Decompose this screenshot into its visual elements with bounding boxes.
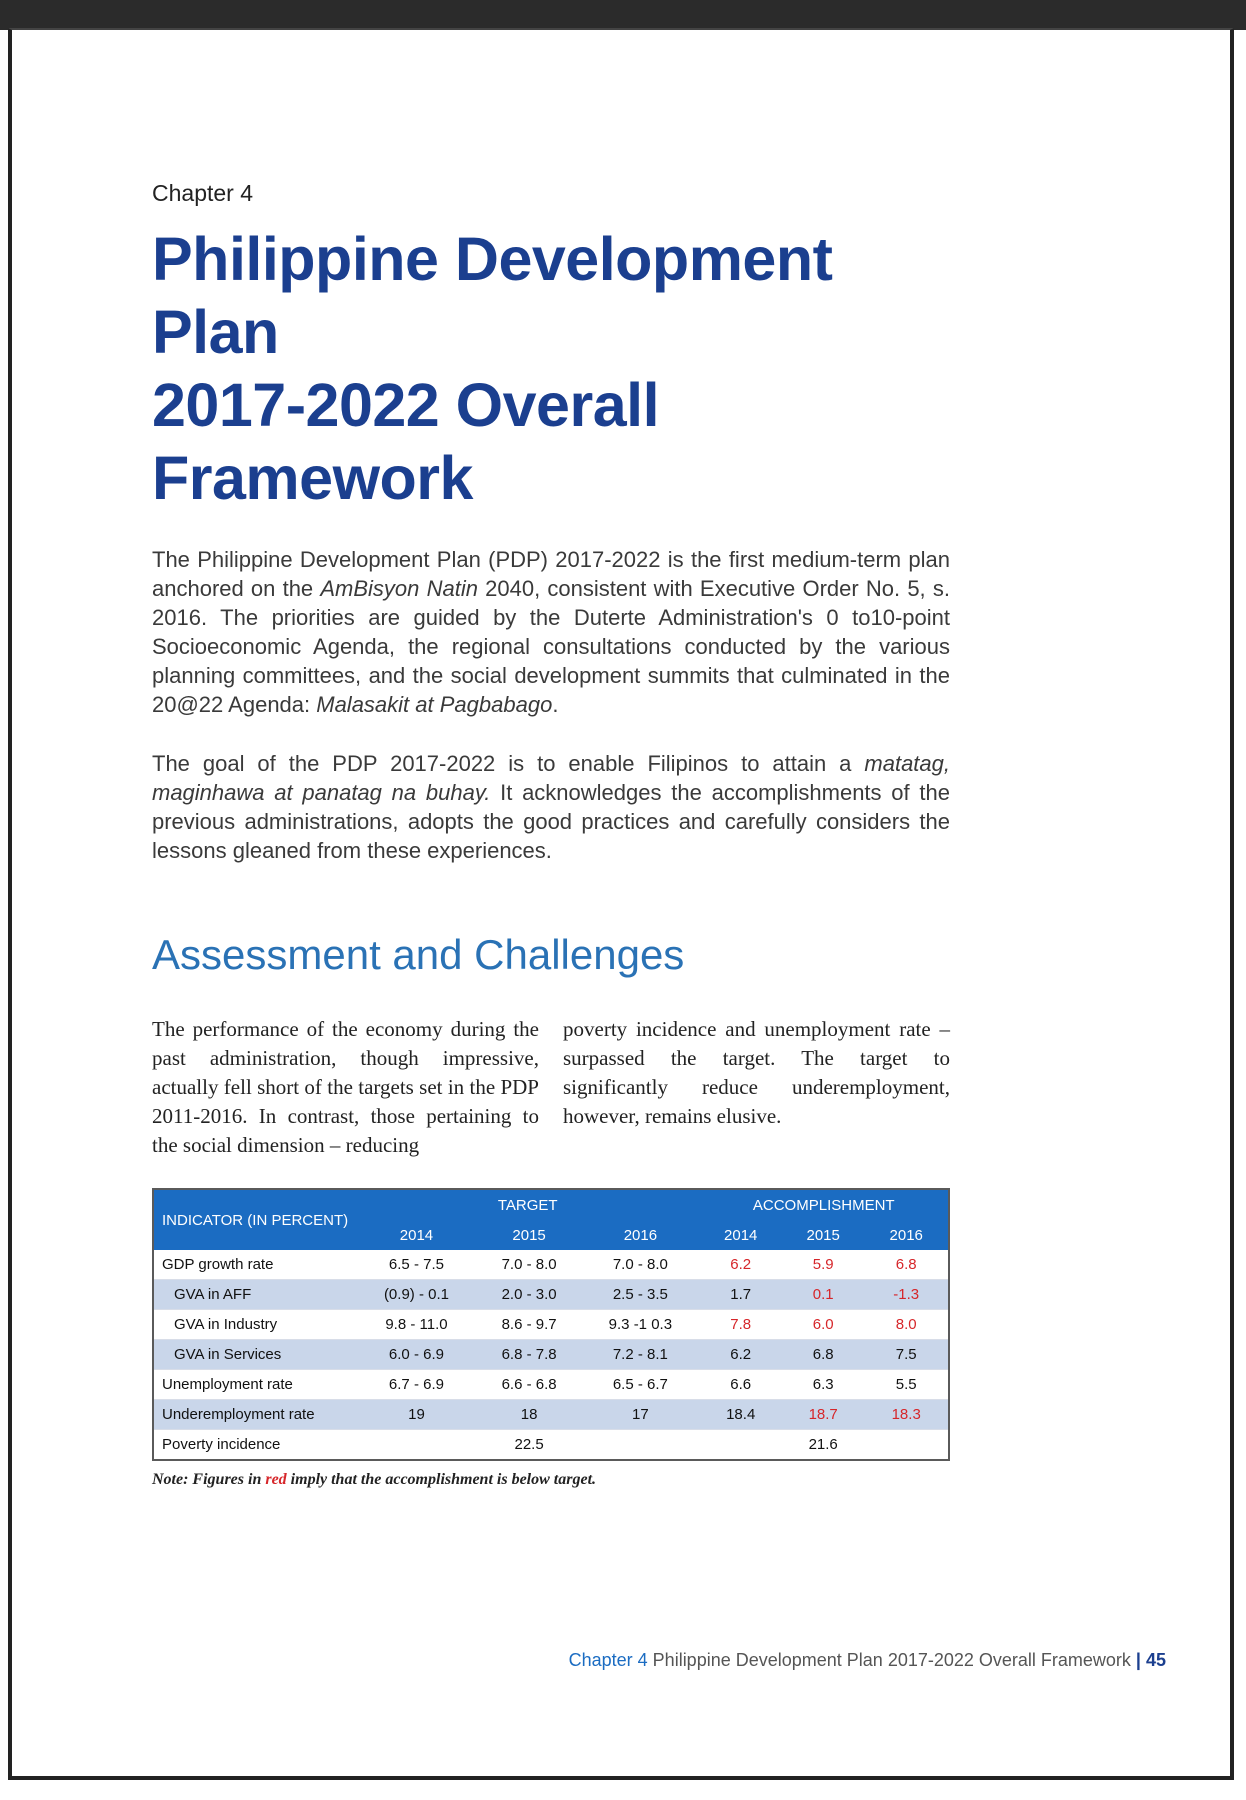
table-cell: 8.6 - 9.7: [476, 1309, 582, 1340]
table-row: Unemployment rate 6.7 - 6.9 6.6 - 6.8 6.…: [153, 1369, 949, 1400]
table-cell: 5.5: [864, 1369, 949, 1400]
table-cell: 7.2 - 8.1: [581, 1339, 700, 1370]
note-red-word: red: [265, 1471, 287, 1488]
table-row: GVA in Industry 9.8 - 11.0 8.6 - 9.7 9.3…: [153, 1309, 949, 1340]
table-cell: 9.3 -1 0.3: [581, 1309, 700, 1340]
intro-paragraph-1: The Philippine Development Plan (PDP) 20…: [152, 545, 950, 719]
table-cell: [356, 1429, 477, 1461]
table-cell-below-target: 5.9: [781, 1250, 865, 1280]
target-header: TARGET: [356, 1189, 700, 1220]
page-content: Chapter 4 Philippine Development Plan 20…: [152, 180, 950, 1489]
column-right: poverty incidence and unemployment rate …: [563, 1017, 950, 1128]
two-column-text: The performance of the economy during th…: [152, 1015, 950, 1160]
table-cell: 22.5: [476, 1429, 582, 1461]
table-cell-below-target: 6.0: [781, 1309, 865, 1340]
table-cell-below-target: 18.7: [781, 1399, 865, 1430]
row-label: Underemployment rate: [153, 1399, 356, 1430]
text-run: It acknowledges the accomplishments of t…: [152, 780, 950, 863]
footer-separator: |: [1135, 1650, 1141, 1670]
table-cell-below-target: 6.2: [699, 1250, 782, 1280]
table-cell: [699, 1429, 782, 1461]
table-cell: 9.8 - 11.0: [356, 1309, 477, 1340]
accomplishment-header: ACCOMPLISHMENT: [699, 1189, 949, 1220]
row-label: GVA in Industry: [153, 1309, 356, 1340]
page-footer: Chapter 4 Philippine Development Plan 20…: [560, 1650, 1166, 1671]
table-cell: 6.8: [781, 1339, 865, 1370]
table-cell: 6.5 - 7.5: [356, 1250, 477, 1280]
table-cell: 1.7: [699, 1279, 782, 1310]
table-note: Note: Figures in red imply that the acco…: [152, 1471, 950, 1489]
year-header: 2014: [699, 1220, 782, 1250]
table-cell: 2.5 - 3.5: [581, 1279, 700, 1310]
table-cell: 21.6: [781, 1429, 865, 1461]
table-row: Underemployment rate 19 18 17 18.4 18.7 …: [153, 1399, 949, 1430]
text-run: The goal of the PDP 2017-2022 is to enab…: [152, 751, 865, 776]
table-row: GVA in AFF (0.9) - 0.1 2.0 - 3.0 2.5 - 3…: [153, 1279, 949, 1310]
year-header: 2015: [781, 1220, 865, 1250]
table-cell: 6.7 - 6.9: [356, 1369, 477, 1400]
title-line-2: 2017-2022 Overall Framework: [152, 371, 660, 512]
table-cell-below-target: 18.3: [864, 1399, 949, 1430]
italic-run: Malasakit at Pagbabago: [316, 692, 553, 717]
year-header: 2016: [864, 1220, 949, 1250]
text-run: 2040, consistent with Executive Order No…: [152, 576, 950, 717]
document-page: [8, 28, 1234, 1780]
viewer-top-band: [0, 0, 1246, 30]
row-label: GDP growth rate: [153, 1250, 356, 1280]
table-cell: [581, 1429, 700, 1461]
table-cell-below-target: -1.3: [864, 1279, 949, 1310]
title-line-1: Philippine Development Plan: [152, 225, 833, 366]
table-cell: 6.5 - 6.7: [581, 1369, 700, 1400]
footer-title: Philippine Development Plan 2017-2022 Ov…: [647, 1650, 1136, 1670]
table-cell: 6.2: [699, 1339, 782, 1370]
column-left: The performance of the economy during th…: [152, 1017, 539, 1157]
table-cell: (0.9) - 0.1: [356, 1279, 477, 1310]
table-cell: 7.0 - 8.0: [581, 1250, 700, 1280]
page-title: Philippine Development Plan 2017-2022 Ov…: [152, 223, 950, 515]
text-run: .: [552, 692, 559, 717]
table-row: GVA in Services 6.0 - 6.9 6.8 - 7.8 7.2 …: [153, 1339, 949, 1370]
table-cell: 2.0 - 3.0: [476, 1279, 582, 1310]
table-cell: [864, 1429, 949, 1461]
table-cell: 17: [581, 1399, 700, 1430]
page-number: 45: [1140, 1650, 1166, 1670]
table-cell: 7.0 - 8.0: [476, 1250, 582, 1280]
year-header: 2014: [356, 1220, 477, 1250]
footer-chapter: Chapter 4: [568, 1650, 648, 1670]
indicator-header: INDICATOR (IN PERCENT): [153, 1189, 356, 1250]
year-header: 2015: [476, 1220, 582, 1250]
note-text: imply that the accomplishment is below t…: [286, 1471, 597, 1488]
table-cell: 6.6 - 6.8: [476, 1369, 582, 1400]
row-label: Unemployment rate: [153, 1369, 356, 1400]
row-label: GVA in AFF: [153, 1279, 356, 1310]
italic-run: AmBisyon Natin: [320, 576, 478, 601]
table-cell-below-target: 8.0: [864, 1309, 949, 1340]
table-row: Poverty incidence 22.5 21.6: [153, 1429, 949, 1461]
table-row: GDP growth rate 6.5 - 7.5 7.0 - 8.0 7.0 …: [153, 1250, 949, 1280]
table-cell: 7.5: [864, 1339, 949, 1370]
table-cell-below-target: 6.8: [864, 1250, 949, 1280]
text-run: The Philippine Development Plan (PDP) 20…: [152, 547, 950, 601]
table-cell: 6.3: [781, 1369, 865, 1400]
table-cell-below-target: 7.8: [699, 1309, 782, 1340]
section-heading: Assessment and Challenges: [152, 931, 685, 978]
intro-paragraph-2: The goal of the PDP 2017-2022 is to enab…: [152, 749, 950, 865]
row-label: Poverty incidence: [153, 1429, 356, 1461]
italic-run: matatag, maginhawa at panatag na buhay.: [152, 751, 950, 805]
table-cell: 19: [356, 1399, 477, 1430]
year-header: 2016: [581, 1220, 700, 1250]
table-cell: 6.6: [699, 1369, 782, 1400]
note-text: Note: Figures in: [152, 1471, 266, 1488]
table-cell-below-target: 0.1: [781, 1279, 865, 1310]
table-cell: 18.4: [699, 1399, 782, 1430]
chapter-label: Chapter 4: [152, 180, 254, 206]
row-label: GVA in Services: [153, 1339, 356, 1370]
table-cell: 18: [476, 1399, 582, 1430]
table-cell: 6.0 - 6.9: [356, 1339, 477, 1370]
table-cell: 6.8 - 7.8: [476, 1339, 582, 1370]
indicator-table: INDICATOR (IN PERCENT) TARGET ACCOMPLISH…: [152, 1188, 950, 1461]
